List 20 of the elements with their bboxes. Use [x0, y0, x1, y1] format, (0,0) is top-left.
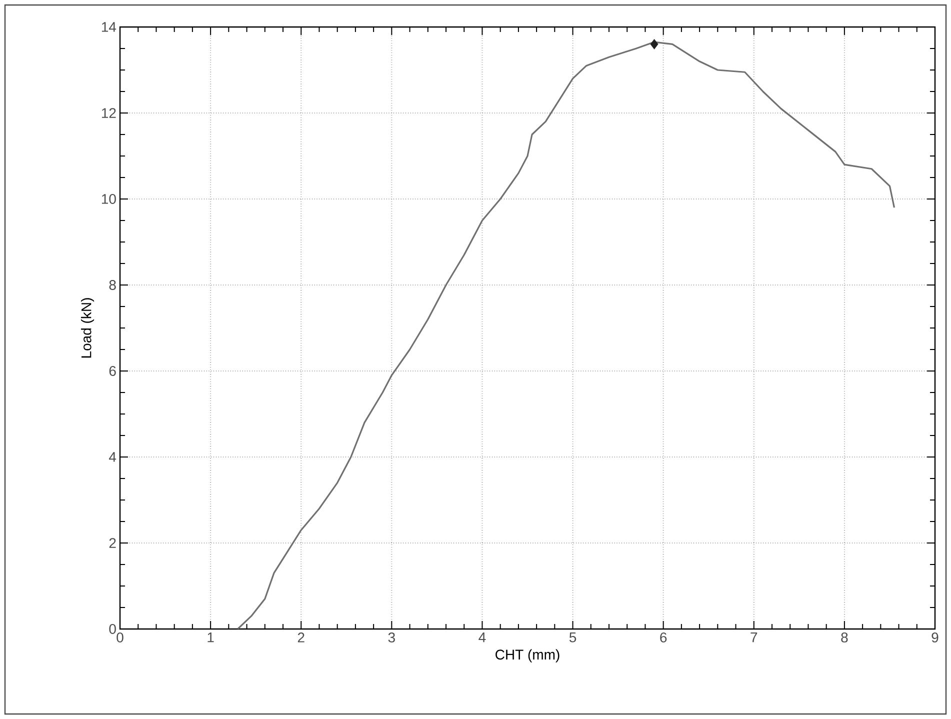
y-tick-label: 0 — [109, 624, 116, 634]
x-axis-title: CHT (mm) — [496, 649, 560, 662]
y-tick-label: 4 — [109, 452, 116, 462]
x-tick-label: 3 — [388, 632, 395, 642]
y-tick-label: 12 — [102, 108, 116, 118]
x-tick-label: 5 — [569, 632, 576, 642]
y-axis-title: Load (kN) — [80, 298, 94, 358]
x-tick-label: 1 — [208, 632, 214, 642]
x-tick-label: 7 — [750, 632, 758, 642]
y-tick-label: 6 — [109, 366, 116, 376]
x-tick-label: 0 — [116, 632, 124, 642]
y-tick-label: 10 — [102, 194, 116, 204]
x-tick-label: 6 — [660, 632, 667, 642]
x-tick-label: 2 — [298, 632, 304, 642]
y-tick-label: 2 — [109, 538, 116, 548]
x-tick-label: 4 — [478, 632, 486, 642]
y-tick-label: 14 — [102, 22, 116, 32]
y-tick-label: 8 — [109, 280, 116, 290]
x-tick-label: 8 — [841, 632, 848, 642]
x-tick-label: 9 — [932, 632, 938, 642]
